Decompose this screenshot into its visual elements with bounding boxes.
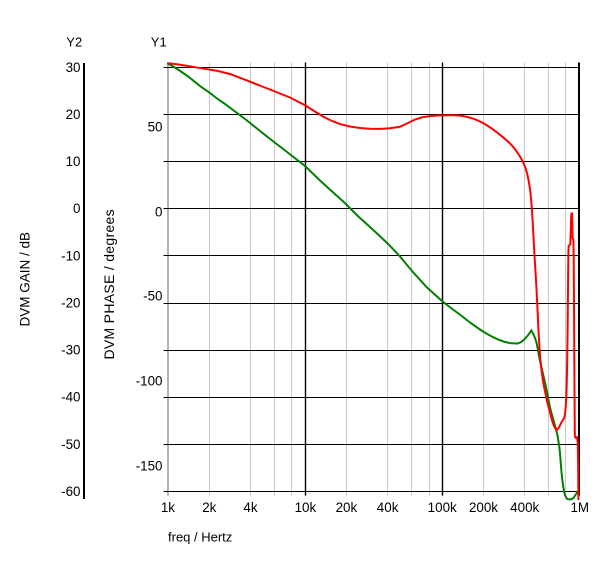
svg-text:10: 10 — [66, 154, 81, 169]
svg-text:-50: -50 — [143, 288, 162, 303]
svg-text:Y2: Y2 — [66, 35, 82, 50]
svg-text:-150: -150 — [136, 459, 163, 474]
svg-text:-60: -60 — [61, 484, 80, 499]
svg-text:-100: -100 — [136, 374, 163, 389]
svg-text:-20: -20 — [61, 296, 80, 311]
svg-text:Y1: Y1 — [151, 35, 167, 50]
svg-text:-40: -40 — [61, 390, 80, 405]
svg-text:0: 0 — [155, 205, 162, 220]
svg-text:4k: 4k — [243, 500, 257, 515]
svg-text:1k: 1k — [161, 500, 175, 515]
svg-text:40k: 40k — [377, 500, 399, 515]
svg-text:10k: 10k — [295, 500, 317, 515]
svg-text:DVM PHASE / degrees: DVM PHASE / degrees — [101, 209, 117, 359]
svg-text:-10: -10 — [61, 248, 80, 263]
svg-text:200k: 200k — [469, 500, 498, 515]
svg-text:30: 30 — [66, 60, 81, 75]
svg-text:1M: 1M — [570, 500, 589, 515]
svg-text:20k: 20k — [336, 500, 358, 515]
svg-text:-50: -50 — [61, 437, 80, 452]
svg-text:2k: 2k — [202, 500, 216, 515]
svg-text:100k: 100k — [428, 500, 457, 515]
svg-text:0: 0 — [73, 201, 80, 216]
svg-text:DVM GAIN / dB: DVM GAIN / dB — [18, 232, 33, 327]
svg-text:-30: -30 — [61, 343, 80, 358]
svg-text:20: 20 — [66, 107, 81, 122]
svg-text:400k: 400k — [510, 500, 539, 515]
svg-text:freq / Hertz: freq / Hertz — [168, 529, 232, 544]
svg-text:50: 50 — [148, 120, 163, 135]
